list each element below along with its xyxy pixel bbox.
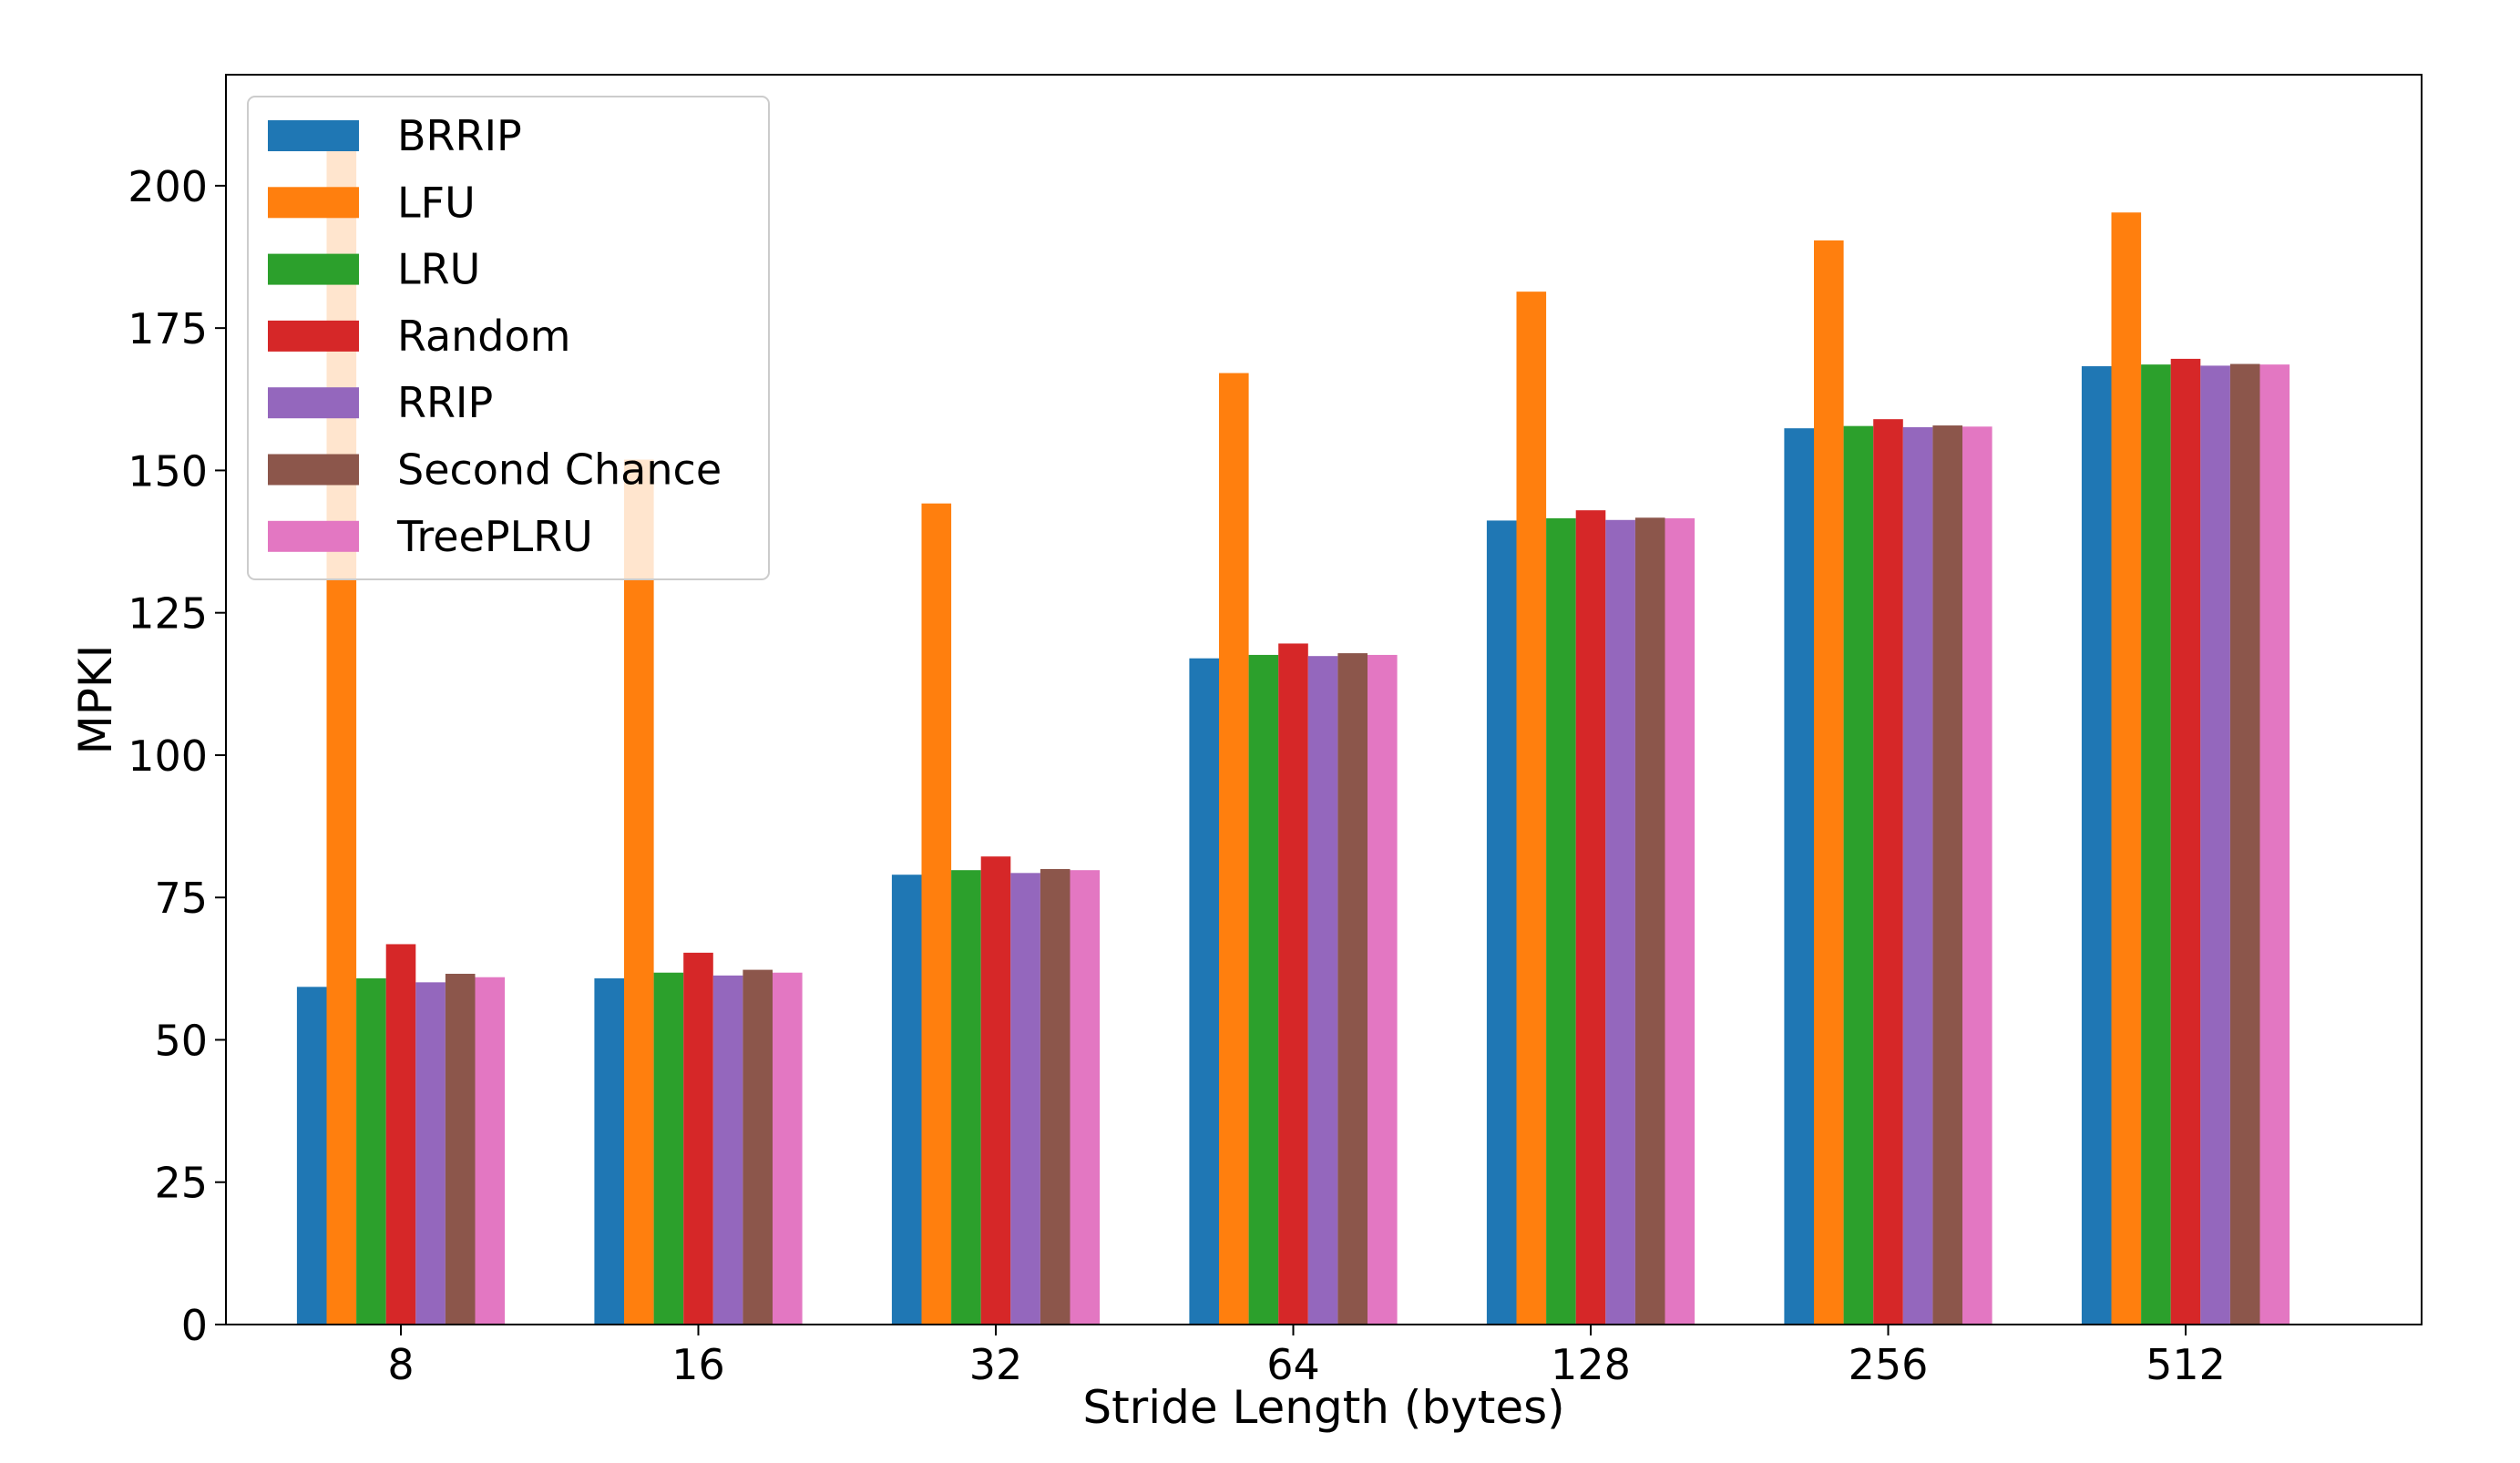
bar-brrip-32 xyxy=(891,875,922,1325)
bar-second-chance-128 xyxy=(1634,517,1665,1325)
bar-lru-32 xyxy=(951,870,981,1325)
bar-random-512 xyxy=(2170,358,2201,1325)
legend-label: LRU xyxy=(397,245,480,294)
y-tick-label: 125 xyxy=(128,589,208,639)
y-axis: 0 25 50 75 100 125 150 175 200 xyxy=(128,162,226,1350)
bar-second-chance-32 xyxy=(1040,868,1070,1325)
legend-label: RRIP xyxy=(397,378,493,427)
bar-brrip-64 xyxy=(1189,658,1219,1325)
bar-rrip-64 xyxy=(1307,656,1338,1325)
x-axis: 8 16 32 64 128 256 512 xyxy=(387,1325,2226,1389)
bar-lfu-32 xyxy=(921,503,952,1325)
x-tick-label: 16 xyxy=(671,1340,725,1389)
bar-second-chance-64 xyxy=(1337,653,1368,1325)
bar-second-chance-16 xyxy=(743,969,773,1325)
y-tick-label: 100 xyxy=(128,732,208,781)
bar-lru-256 xyxy=(1843,425,1874,1325)
y-tick-label: 0 xyxy=(181,1301,208,1350)
x-tick-label: 128 xyxy=(1551,1340,1631,1389)
bar-treeplru-256 xyxy=(1962,426,1992,1325)
bar-brrip-16 xyxy=(594,977,624,1325)
bar-lfu-512 xyxy=(2111,212,2142,1325)
y-tick-label: 200 xyxy=(128,162,208,211)
x-tick-label: 64 xyxy=(1266,1340,1320,1389)
legend-swatch-rrip xyxy=(268,387,359,419)
x-tick-label: 256 xyxy=(1849,1340,1929,1389)
x-tick-label: 8 xyxy=(387,1340,414,1389)
bars-layer xyxy=(296,138,2290,1325)
y-tick-label: 25 xyxy=(154,1159,208,1208)
x-tick-label: 512 xyxy=(2146,1340,2226,1389)
bar-brrip-8 xyxy=(296,987,327,1325)
bar-lru-512 xyxy=(2141,364,2171,1325)
bar-lru-64 xyxy=(1248,654,1279,1325)
bar-random-256 xyxy=(1873,419,1903,1325)
bar-random-32 xyxy=(980,856,1011,1325)
y-tick-label: 75 xyxy=(154,874,208,923)
legend-swatch-second-chance xyxy=(268,454,359,486)
legend-box xyxy=(247,96,770,580)
bar-rrip-512 xyxy=(2200,365,2230,1325)
bar-lru-128 xyxy=(1546,517,1576,1325)
bar-lru-16 xyxy=(653,972,684,1325)
legend-label: Second Chance xyxy=(397,445,722,495)
bar-second-chance-256 xyxy=(1932,425,1962,1325)
bar-random-64 xyxy=(1278,643,1308,1325)
bar-rrip-8 xyxy=(415,982,446,1325)
x-axis-title: Stride Length (bytes) xyxy=(1082,1381,1564,1434)
legend-label: BRRIP xyxy=(397,111,522,160)
bar-treeplru-512 xyxy=(2259,364,2290,1325)
bar-treeplru-16 xyxy=(773,972,803,1325)
bar-treeplru-32 xyxy=(1070,870,1101,1325)
legend-swatch-brrip xyxy=(268,120,359,151)
legend-swatch-treeplru xyxy=(268,520,359,552)
bar-lfu-256 xyxy=(1814,240,1844,1325)
bar-second-chance-512 xyxy=(2229,363,2260,1325)
bar-lfu-16 xyxy=(624,459,654,1325)
bar-rrip-16 xyxy=(712,975,743,1325)
bar-treeplru-8 xyxy=(475,977,506,1325)
bar-lfu-64 xyxy=(1219,373,1249,1325)
bar-random-16 xyxy=(683,952,713,1325)
legend-swatch-lru xyxy=(268,253,359,285)
y-tick-label: 175 xyxy=(128,304,208,353)
legend-label: TreePLRU xyxy=(396,512,593,561)
bar-lru-8 xyxy=(356,977,386,1325)
bar-brrip-512 xyxy=(2081,366,2112,1325)
legend: BRRIP LFU LRU Random RRIP Second Chance TreePL… xyxy=(247,96,770,580)
bar-brrip-128 xyxy=(1486,520,1517,1325)
bar-treeplru-128 xyxy=(1665,517,1695,1325)
bar-brrip-256 xyxy=(1784,428,1814,1325)
legend-label: LFU xyxy=(397,178,476,227)
bar-rrip-32 xyxy=(1010,873,1040,1325)
bar-random-128 xyxy=(1575,510,1606,1325)
y-tick-label: 50 xyxy=(154,1016,208,1065)
y-axis-title: MPKI xyxy=(69,645,122,755)
legend-swatch-lfu xyxy=(268,187,359,219)
plot-area-frame xyxy=(225,74,2423,1325)
legend-swatch-random xyxy=(268,320,359,352)
bar-second-chance-8 xyxy=(445,973,476,1325)
bar-random-8 xyxy=(385,944,416,1325)
bar-rrip-256 xyxy=(1902,426,1933,1325)
x-tick-label: 32 xyxy=(969,1340,1023,1389)
y-tick-label: 150 xyxy=(128,446,208,496)
bar-rrip-128 xyxy=(1605,519,1635,1325)
bar-treeplru-64 xyxy=(1368,654,1398,1325)
bar-lfu-128 xyxy=(1516,292,1547,1325)
legend-label: Random xyxy=(397,312,570,361)
